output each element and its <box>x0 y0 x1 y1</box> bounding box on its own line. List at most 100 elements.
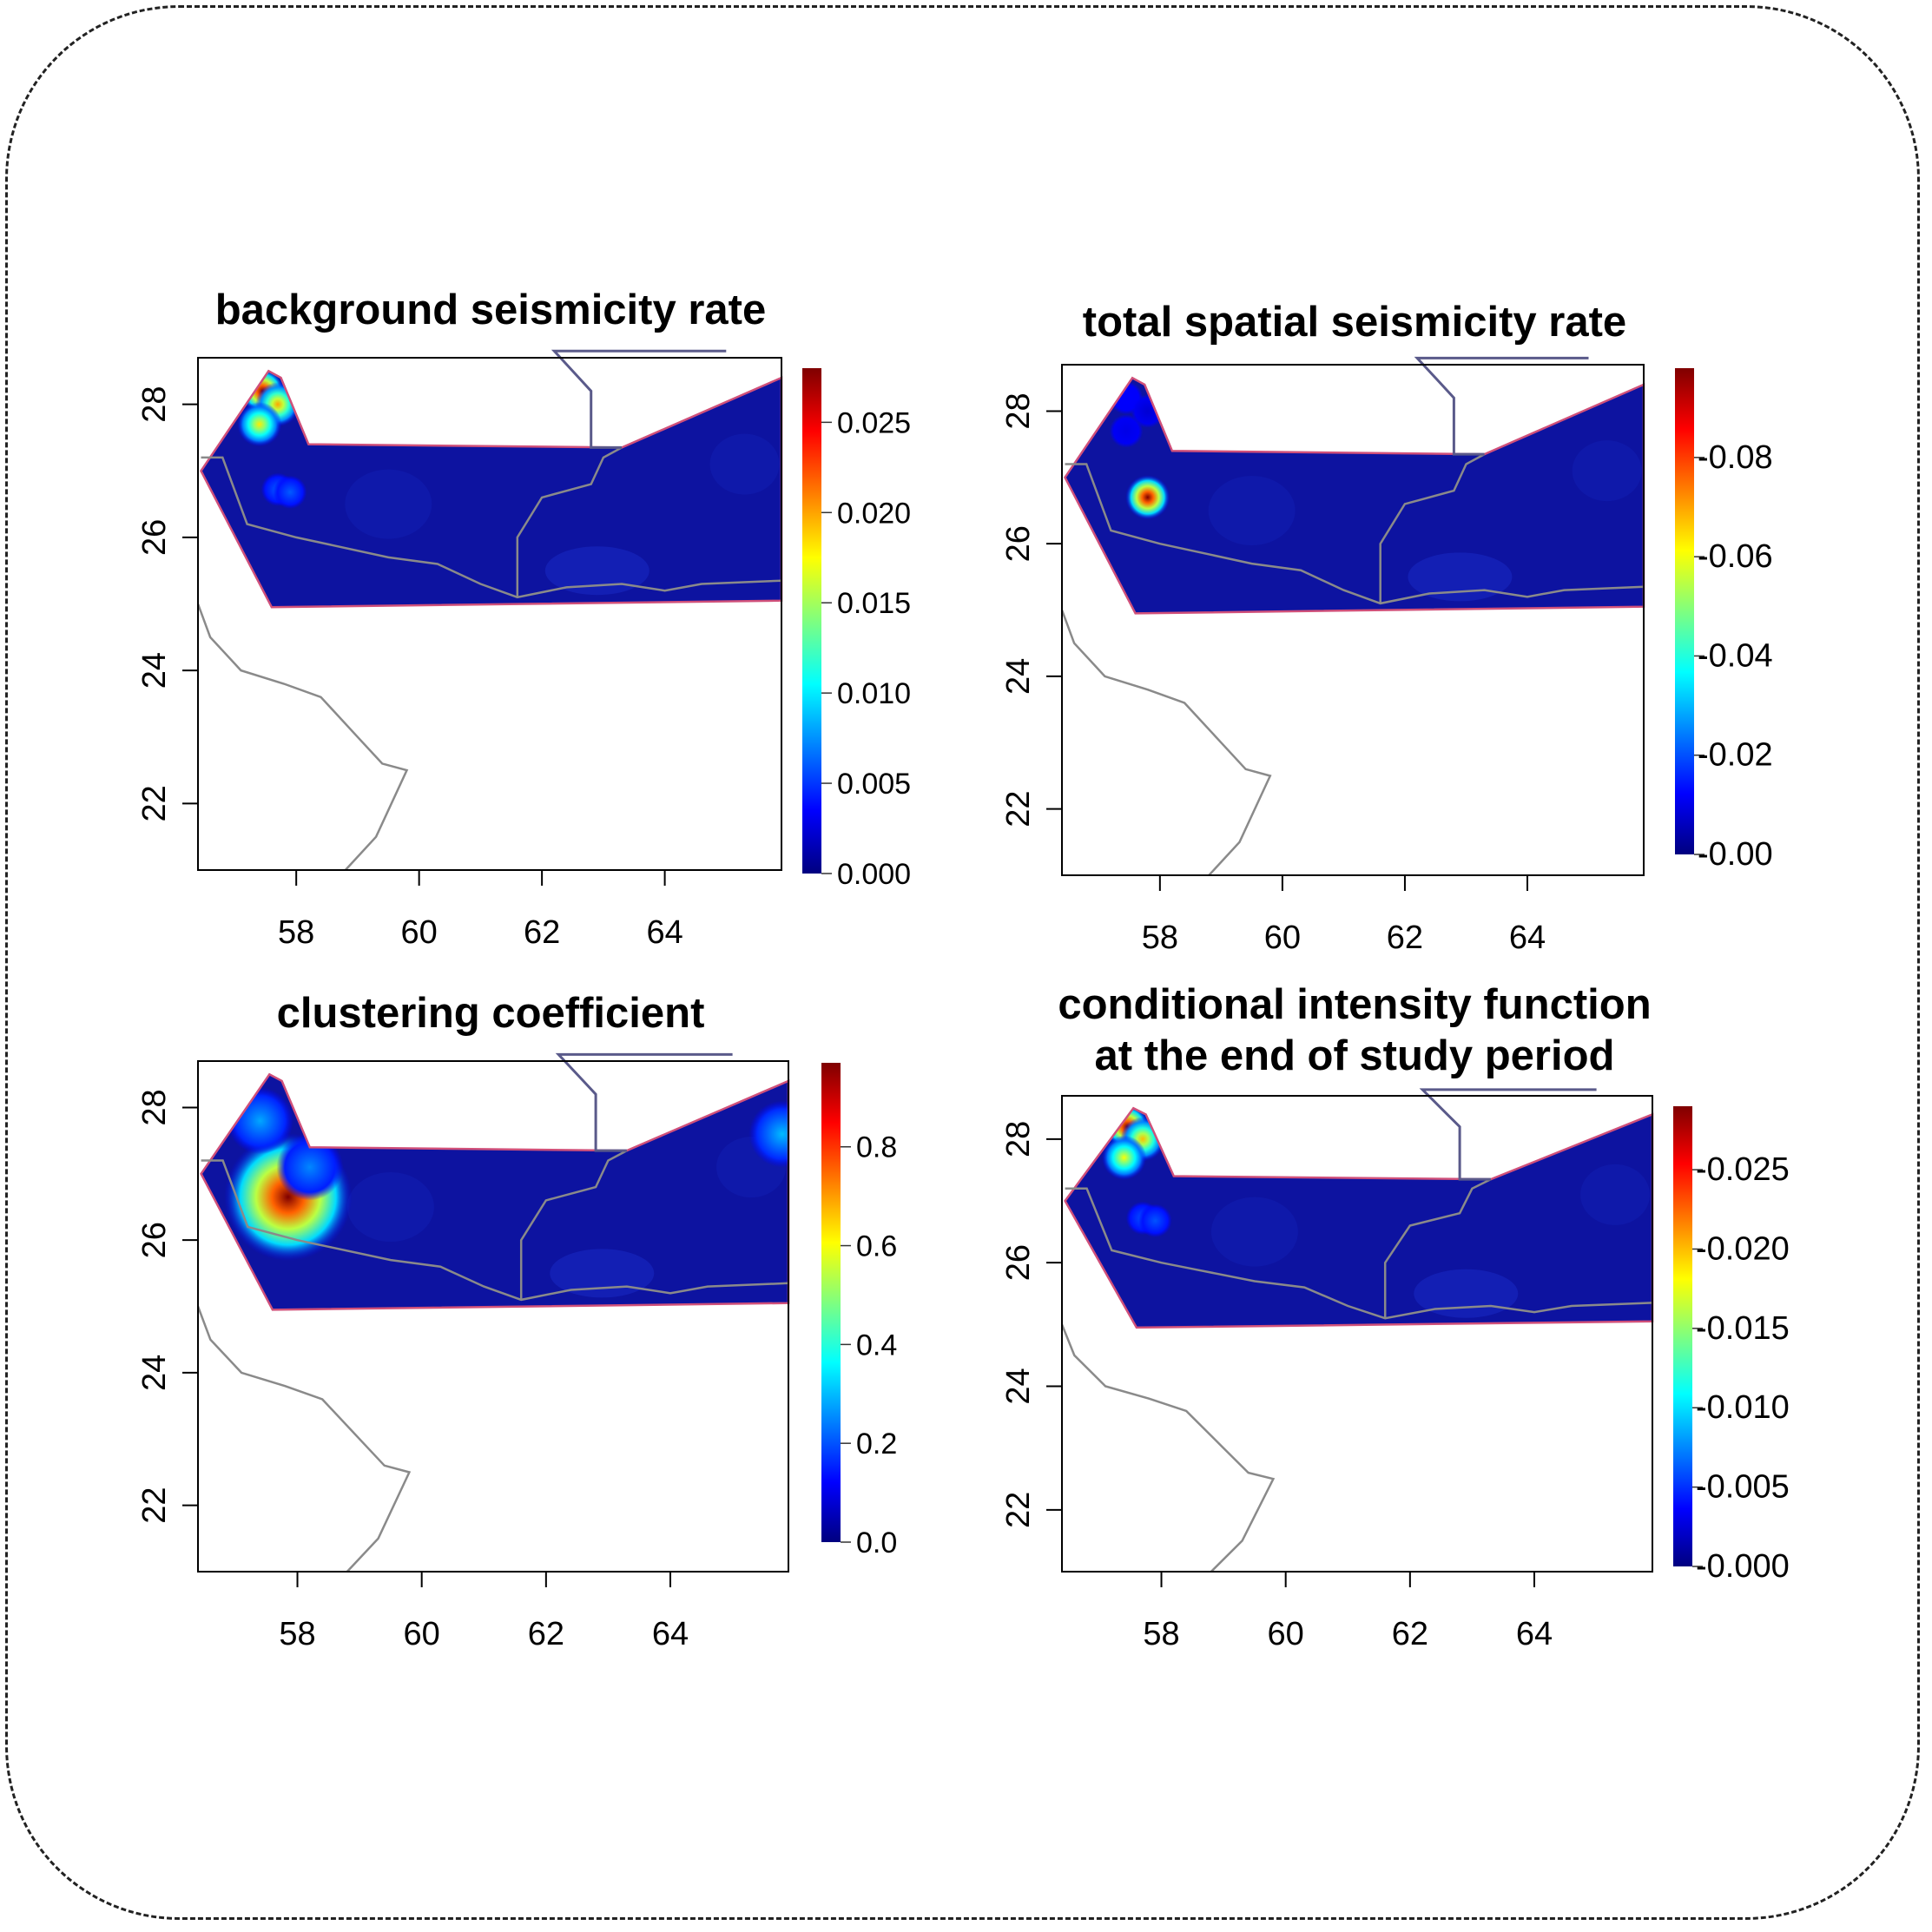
hotspot <box>276 1133 344 1201</box>
y-tick-label: 26 <box>1000 1244 1037 1281</box>
colorbar-label: -0.020 <box>1696 1230 1790 1267</box>
x-tick-label: 60 <box>404 1616 440 1652</box>
field-blotch <box>544 546 649 596</box>
colorbar-label: 0.020 <box>837 497 911 530</box>
colorbar-label: 0.2 <box>856 1428 897 1461</box>
colorbar-label: 0.010 <box>837 677 911 710</box>
field-blotch <box>1210 1197 1298 1267</box>
colorbar-label: 0.025 <box>837 406 911 439</box>
x-tick-label: 58 <box>279 1616 315 1652</box>
x-tick-label: 62 <box>524 914 560 951</box>
hotspot <box>1125 475 1170 520</box>
x-tick-label: 64 <box>646 914 682 951</box>
field-blotch <box>550 1249 655 1298</box>
border-line <box>551 349 727 449</box>
y-tick-label: 22 <box>136 785 173 821</box>
border-line <box>555 1052 733 1152</box>
border-line <box>1414 356 1589 456</box>
y-tick-label: 28 <box>1000 392 1037 429</box>
x-tick-label: 60 <box>1264 920 1301 956</box>
y-tick-label: 28 <box>1000 1121 1037 1157</box>
x-tick-label: 62 <box>528 1616 564 1652</box>
plot-frame <box>197 357 782 871</box>
coastline <box>1060 610 1272 876</box>
x-tick-label: 64 <box>1516 1616 1553 1652</box>
title-total: total spatial seismicity rate <box>1082 299 1627 346</box>
colorbar-label: 0.015 <box>837 587 911 620</box>
y-tick-label: 22 <box>1000 1492 1037 1528</box>
y-tick-label: 26 <box>136 1222 173 1258</box>
colorbar-label: 0.6 <box>856 1230 897 1263</box>
y-tick-label: 26 <box>1000 525 1037 562</box>
x-tick-label: 64 <box>1509 920 1546 956</box>
y-tick-label: 22 <box>1000 790 1037 827</box>
title-clustering: clustering coefficient <box>276 990 705 1037</box>
rate-field <box>1065 378 1644 614</box>
coastline <box>1060 1323 1276 1573</box>
x-tick-label: 58 <box>1142 920 1178 956</box>
colorbar <box>1673 1106 1692 1566</box>
colorbar-label: 0.000 <box>837 858 911 891</box>
field-blotch <box>346 1172 434 1242</box>
hotspot <box>273 475 307 509</box>
x-tick-label: 62 <box>1392 1616 1428 1652</box>
y-tick-label: 24 <box>1000 658 1037 695</box>
y-tick-label: 28 <box>136 386 173 422</box>
y-tick-label: 26 <box>136 519 173 556</box>
y-tick-label: 24 <box>136 652 173 689</box>
x-tick-label: 60 <box>1268 1616 1304 1652</box>
x-tick-label: 62 <box>1387 920 1423 956</box>
colorbar <box>1675 368 1694 854</box>
y-tick-label: 28 <box>136 1089 173 1125</box>
coastline <box>196 1306 412 1573</box>
field-blotch <box>1572 440 1642 502</box>
colorbar-label: -0.04 <box>1698 637 1773 674</box>
hotspot <box>1101 1135 1147 1180</box>
colorbar-label: 0.4 <box>856 1329 897 1362</box>
colorbar-label: -0.08 <box>1698 439 1773 476</box>
colorbar-label: 0.005 <box>837 768 911 801</box>
panel-conditional: 58 60 62 64 28 26 24 22 -0.025 -0.020 -0.015 -0.010… <box>1000 1088 1790 1652</box>
hotspot <box>1109 414 1144 448</box>
field-blotch <box>1208 476 1296 545</box>
dashed-frame <box>5 5 1920 1920</box>
coastline <box>196 603 409 871</box>
border-line <box>1065 463 1645 605</box>
colorbar-label: -0.025 <box>1696 1151 1790 1188</box>
hotspot <box>748 1100 789 1168</box>
field-blotch <box>1580 1164 1651 1225</box>
plot-frame <box>1061 1095 1653 1573</box>
panel-total: 58 60 62 64 28 26 24 22 -0.08 -0.06 -0.04 -0.02 -0.0… <box>1000 356 1773 956</box>
plot-frame <box>197 1060 789 1573</box>
colorbar <box>802 368 821 874</box>
y-tick-label: 24 <box>136 1355 173 1391</box>
colorbar-label: 0.0 <box>856 1526 897 1559</box>
colorbar-label: -0.06 <box>1698 538 1773 575</box>
plot-frame <box>1061 364 1645 876</box>
x-tick-label: 60 <box>401 914 438 951</box>
border-line <box>1383 1177 1492 1319</box>
y-tick-label: 24 <box>1000 1368 1037 1404</box>
border-line <box>201 456 782 599</box>
title-conditional-line2: at the end of study period <box>1094 1032 1615 1079</box>
y-tick-label: 22 <box>136 1487 173 1523</box>
x-tick-label: 64 <box>652 1616 689 1652</box>
hotspot <box>1138 1203 1172 1237</box>
rate-field <box>201 371 781 608</box>
title-background: background seismicity rate <box>214 287 767 333</box>
colorbar-label: -0.010 <box>1696 1389 1790 1426</box>
x-tick-label: 58 <box>1143 1616 1179 1652</box>
colorbar-label: -0.00 <box>1698 836 1773 873</box>
colorbar-label: -0.02 <box>1698 737 1773 774</box>
border-line <box>519 1149 628 1300</box>
colorbar-label: -0.005 <box>1696 1469 1790 1506</box>
border-line <box>516 446 623 597</box>
colorbar-label: -0.000 <box>1696 1548 1790 1585</box>
border-line <box>1379 453 1486 603</box>
panel-background: 58 60 62 64 28 26 24 22 0.025 0.020 0.015 0.010 0.00… <box>136 349 911 951</box>
panel-clustering: 58 60 62 64 28 26 24 22 0.8 0.6 0.4 0.2 0.0 <box>136 1052 897 1652</box>
colorbar <box>821 1063 841 1542</box>
field-blotch <box>1408 552 1513 602</box>
hotspot <box>237 402 282 447</box>
